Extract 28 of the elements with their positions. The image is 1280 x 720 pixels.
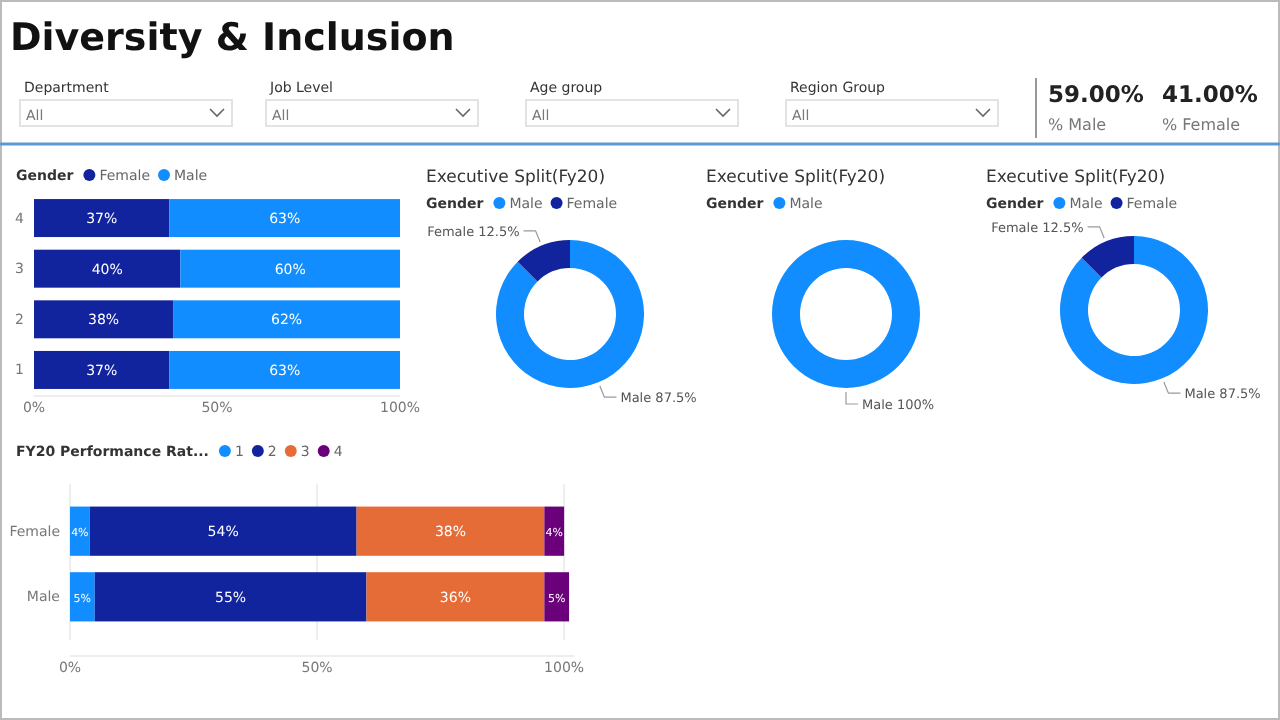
bar	[70, 506, 90, 556]
text: Diversity & Inclusion	[10, 16, 455, 60]
chart-title: Executive Split(Fy20)	[986, 168, 1166, 188]
bar	[34, 199, 170, 238]
category-label: % Female	[1162, 116, 1241, 134]
text: 59.00%	[1048, 80, 1144, 108]
chart-title: Executive Split(Fy20)	[706, 168, 886, 188]
donut-slice	[517, 240, 570, 282]
bar	[173, 300, 400, 339]
bar	[34, 300, 174, 339]
donut-slice	[1081, 236, 1134, 278]
bar	[34, 350, 170, 389]
bar	[169, 350, 400, 389]
bar	[169, 199, 400, 238]
bar	[544, 572, 570, 622]
text: 41.00%	[1162, 80, 1258, 108]
donut-slice	[496, 240, 644, 388]
bar	[356, 506, 545, 556]
bar	[89, 506, 357, 556]
chart-title: Executive Split(Fy20)	[426, 168, 606, 188]
bar	[366, 572, 545, 622]
donut-slice	[1060, 236, 1208, 384]
bar	[544, 506, 565, 556]
bar	[180, 249, 400, 288]
bar	[94, 572, 367, 622]
bar	[34, 249, 181, 288]
bar	[70, 572, 95, 622]
category-label: % Male	[1048, 116, 1107, 134]
